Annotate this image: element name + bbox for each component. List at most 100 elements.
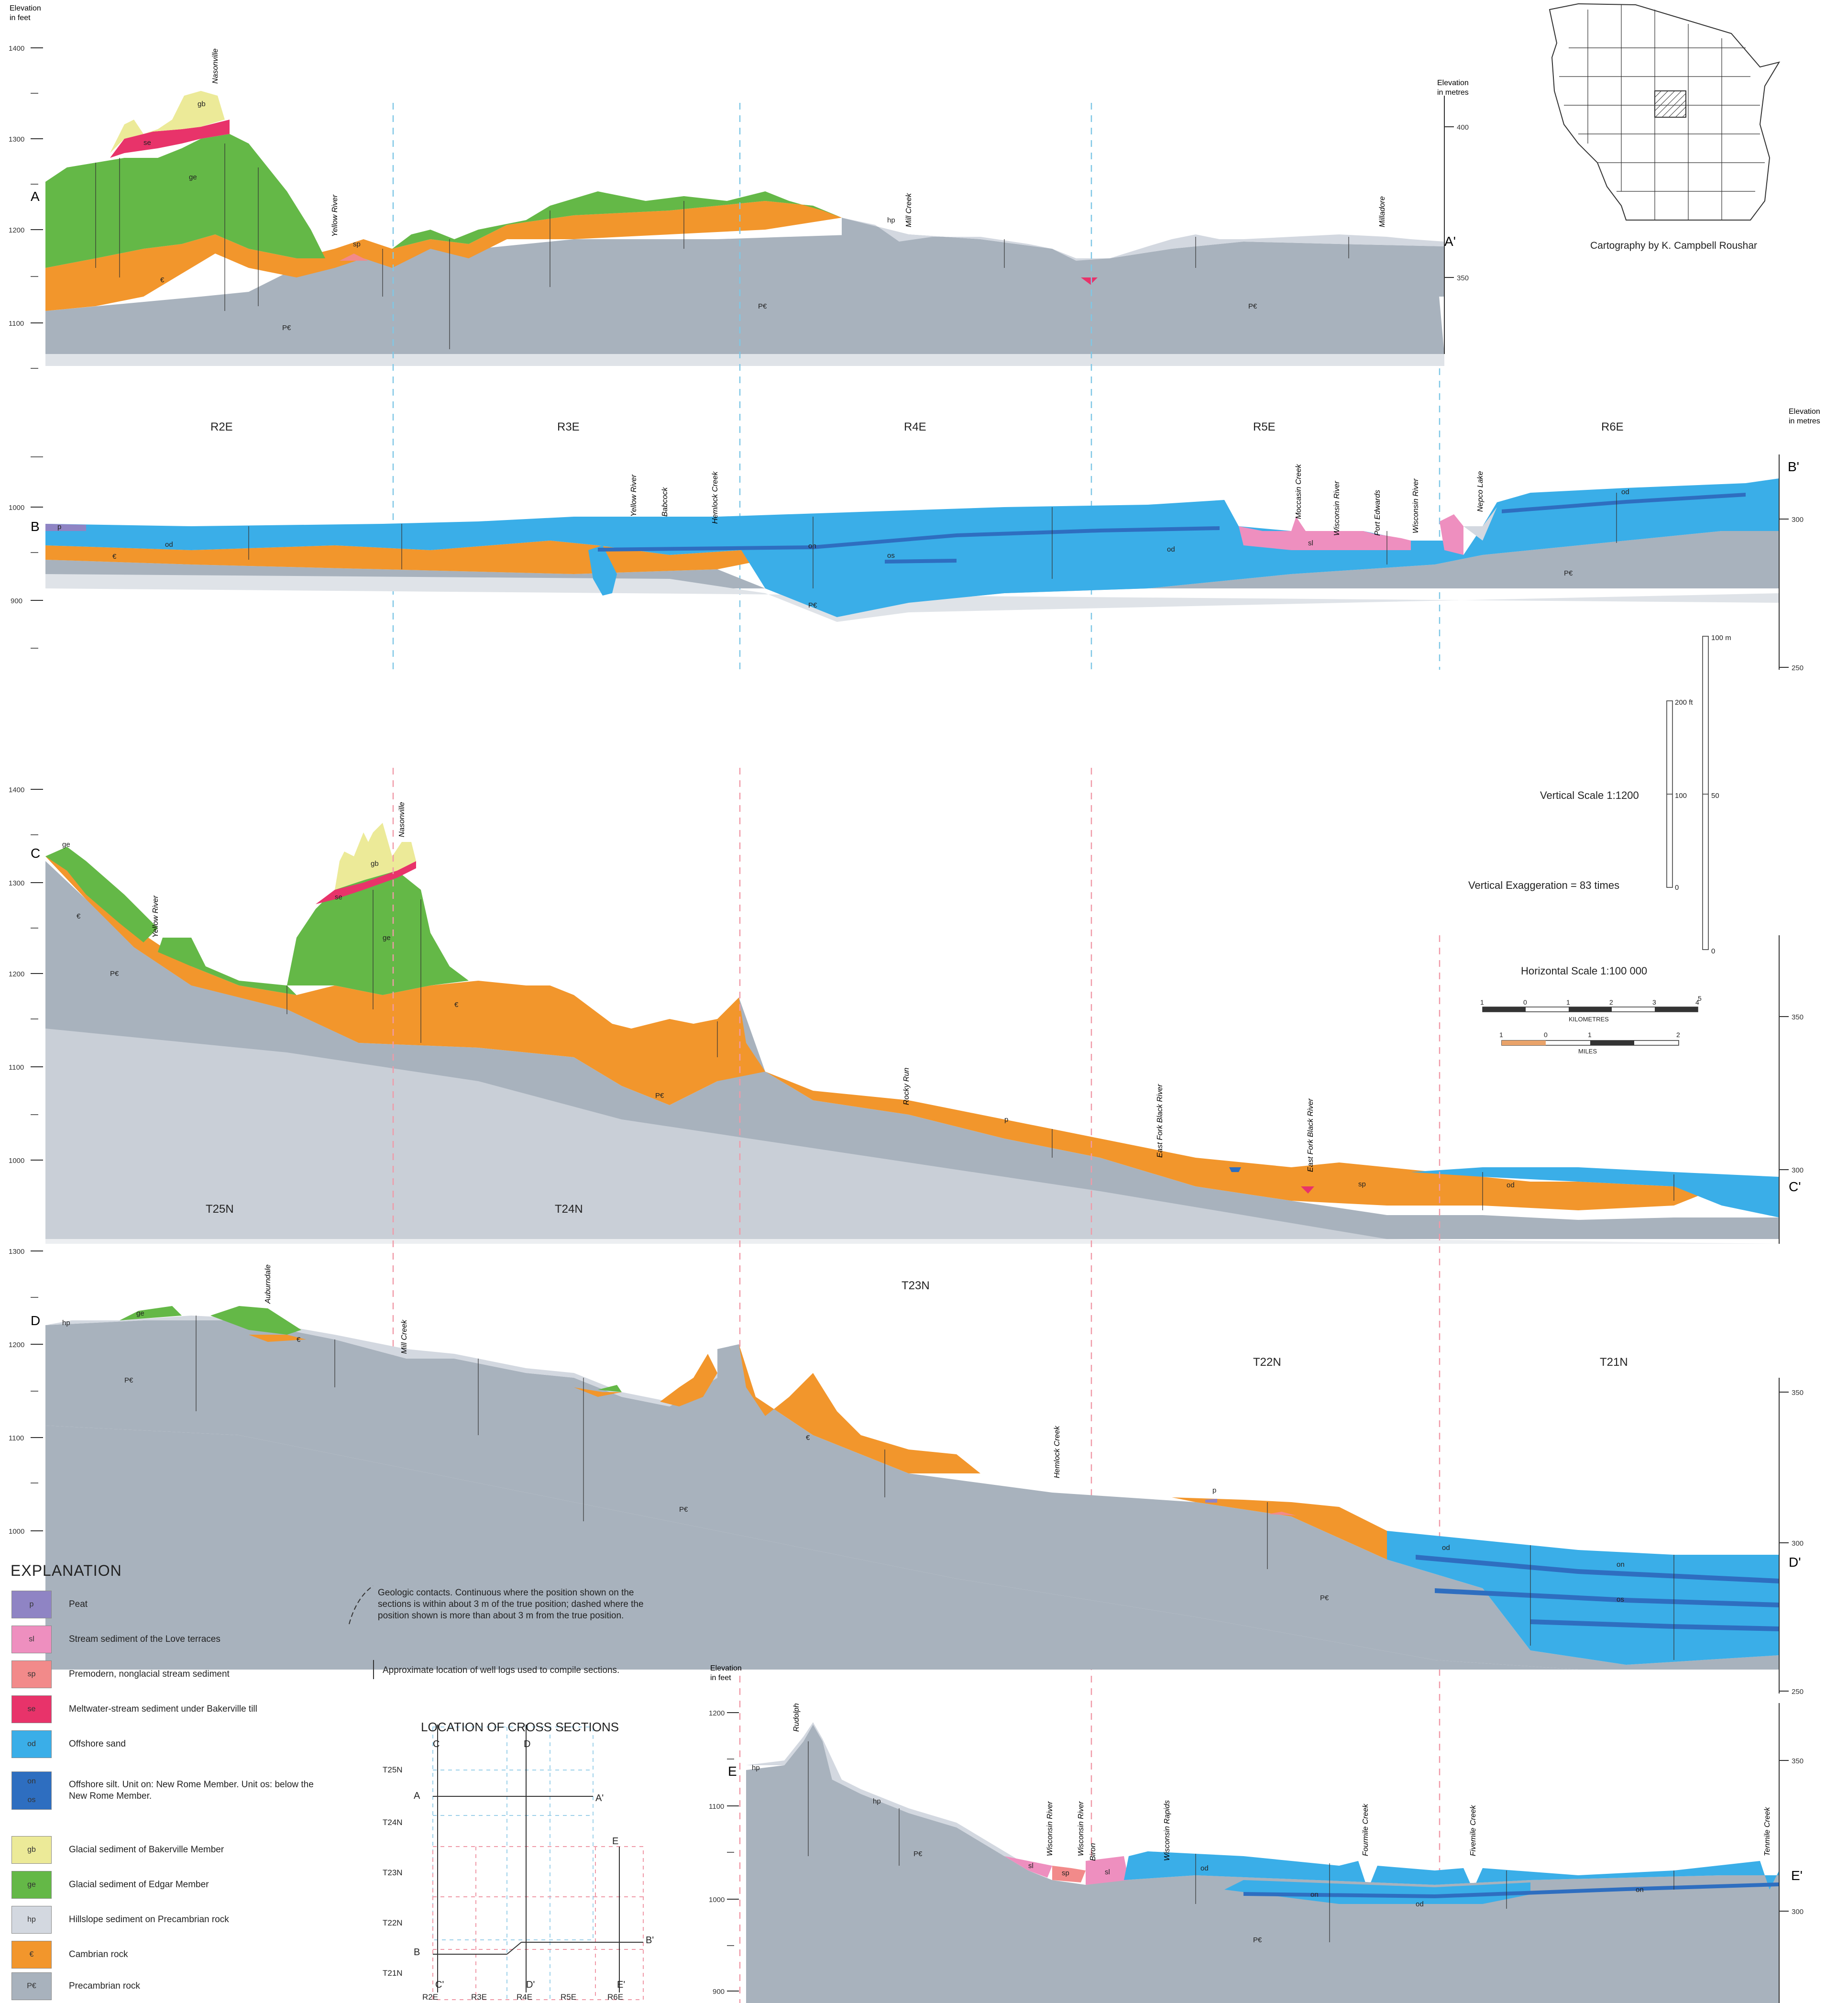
feature-yellow-river-b: Yellow River [630,474,638,517]
contact-line-symbol [349,1585,374,1625]
wells-note: Approximate location of well logs used t… [383,1665,620,1675]
offshore-silt-os [885,559,957,564]
km-tick-0: 0 [1523,998,1527,1006]
legend-label: Precambrian rock [69,1981,140,1991]
love-terrace-unit-2 [1086,1856,1129,1885]
tick-350m: 350 [1457,274,1469,282]
section-b: 1000 900 300 250 E [9,408,1820,672]
tick-1400: 1400 [9,44,24,53]
unit-label-cambrian-c: € [77,912,81,920]
tick-400m: 400 [1457,123,1469,132]
tick-900: 900 [11,597,22,605]
well-logs-a [95,144,1349,349]
hillslope-unit [746,1722,1028,1866]
unit-label-os-b: os [887,552,895,560]
horizontal-scale-text: Horizontal Scale 1:100 000 [1521,965,1648,977]
unit-label-gb: gb [198,100,206,108]
unit-label-sp: sp [353,240,361,248]
legend-swatch-double: on os [11,1771,52,1810]
feature-nasonville: Nasonville [211,48,220,84]
loc-point-a: A [414,1791,420,1801]
feature-wisconsin-river-e1: Wisconsin River [1046,1801,1054,1856]
legend-swatch: sp [11,1660,52,1688]
township-t22n: T22N [1253,1356,1281,1369]
feature-hemlock-creek-d: Hemlock Creek [1053,1426,1061,1478]
premodern-unit-2 [1081,277,1098,285]
township-t23n: T23N [902,1279,930,1292]
section-a-left-axis: 1400 1300 1200 1100 [9,44,43,369]
feature-fivemile-creek: Fivemile Creek [1469,1804,1477,1856]
tick-250m: 250 [1792,664,1804,672]
km-tick-2: 2 [1609,998,1613,1006]
edgar-glacial-unit [45,134,325,268]
feature-biron: Biron [1089,1843,1097,1861]
legend-swatch: P€ [11,1972,52,2000]
unit-label-precambrian-b2: P€ [1564,569,1573,577]
tick-1100: 1100 [9,320,24,328]
unit-label-cambrian-c2: € [454,1001,459,1009]
unit-label-gb-c: gb [371,860,379,868]
section-e-start-label: E [728,1764,737,1779]
offshore-silt-on-e [1243,1882,1779,1898]
loc-point-c: C [433,1739,440,1749]
elevation-feet-label-e2: in feet [710,1674,731,1682]
legend-label: Peat [69,1599,88,1609]
township-t21n: T21N [1600,1356,1628,1369]
tick-300m: 300 [1792,516,1804,524]
section-a: Elevation in feet 1400 1300 1200 1100 [9,4,1469,369]
precambrian-lower [45,1426,1578,1670]
legend-item-hillslope: hp Hillslope sediment on Precambrian roc… [11,1904,229,1935]
unit-label-precambrian-c2: P€ [655,1092,664,1100]
feature-mill-creek-d: Mill Creek [400,1319,408,1354]
loc-row-t24n: T24N [383,1818,403,1827]
unit-label-sl-e2: sl [1105,1868,1110,1876]
contacts-note: Geologic contacts. Continuous where the … [378,1588,644,1621]
offshore-silt-os-d [1435,1588,1779,1607]
love-terrace-unit [1239,517,1411,550]
section-b-start-label: B [31,519,40,534]
km-tick-1: 1 [1480,998,1484,1006]
feature-fourmile-creek: Fourmile Creek [1362,1804,1370,1856]
range-r4e: R4E [904,421,926,433]
feature-mill-creek: Mill Creek [905,193,913,227]
unit-label-ge-c2: ge [383,934,391,942]
loc-point-b: B [414,1947,420,1958]
loc-col-r5e: R5E [561,1992,577,2002]
bakerville-unit [110,91,225,153]
premodern-unit [340,254,368,261]
loc-row-t25n: T25N [383,1765,403,1774]
legend-item-edgar: ge Glacial sediment of Edgar Member [11,1870,209,1900]
well-log-symbol [373,1660,374,1679]
unit-label-os-d: os [1617,1595,1624,1604]
legend-label: Cambrian rock [69,1949,128,1959]
tick-1400-c: 1400 [9,786,24,794]
peat-unit [45,524,86,531]
well-logs-d [196,1316,1674,1660]
offshore-silt-os-d2 [1530,1619,1779,1631]
unit-label-od-e: od [1200,1864,1209,1872]
legend-label: Glacial sediment of Edgar Member [69,1880,209,1890]
feature-wisconsin-river-e2: Wisconsin River [1077,1801,1085,1856]
tick-1100-e: 1100 [709,1803,724,1811]
precambrian-west [45,861,359,1052]
legend-swatch: € [11,1941,52,1969]
well-logs-b [248,493,1617,588]
cambrian-unit-east [1172,1497,1387,1560]
mi-tick-0: 0 [1544,1031,1548,1039]
unit-label-hp: hp [887,216,895,224]
tick-1000: 1000 [9,504,24,512]
section-e: Elevation in feet 1200 1100 1000 900 [709,1664,1804,2003]
loc-row-t23n: T23N [383,1868,403,1877]
legend-label: Stream sediment of the Love terraces [69,1634,220,1644]
section-c: 1400 1300 1200 1100 1000 [9,786,1804,1244]
meltwater-unit [110,120,230,158]
feature-wisconsin-rapids: Wisconsin Rapids [1163,1800,1171,1861]
unit-label-sl-e: sl [1028,1862,1034,1870]
offshore-sand-lower [1224,1880,1530,1904]
unit-label-cambrian: € [160,276,165,284]
elevation-metres-label-2: in metres [1437,89,1469,97]
explanation-title: EXPLANATION [11,1562,122,1579]
range-lines-top [392,103,1441,670]
offshore-sand-unit [1411,1167,1779,1217]
scale-bar-50m: 50 [1711,792,1719,800]
